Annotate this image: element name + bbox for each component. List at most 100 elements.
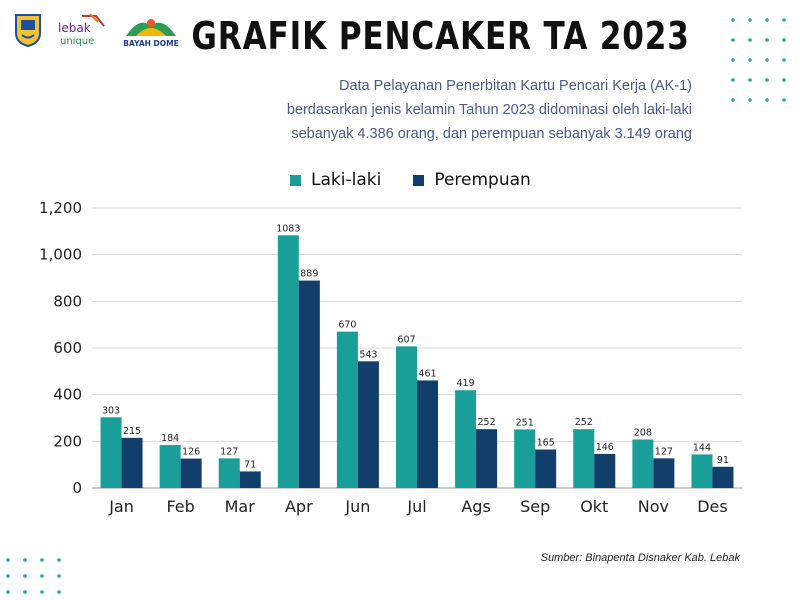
- decorative-dot: [57, 574, 61, 578]
- logo-bayah-text: BAYAH DOME: [123, 39, 178, 48]
- bar-value-label: 146: [596, 442, 614, 453]
- bar-laki-laki-apr: [277, 235, 299, 488]
- decorative-dot: [731, 38, 735, 42]
- bar-laki-laki-nov: [632, 439, 654, 488]
- x-category-label: Jun: [344, 497, 370, 516]
- bar-value-label: 461: [418, 368, 436, 379]
- bar-value-label: 91: [717, 455, 729, 466]
- legend-swatch-laki-laki: [290, 174, 301, 186]
- logo-unique-text: unique: [60, 36, 94, 47]
- decorative-dot: [40, 574, 44, 578]
- bar-laki-laki-feb: [159, 445, 181, 488]
- decorative-dot: [23, 558, 27, 562]
- bar-perempuan-des: [712, 466, 734, 488]
- legend-swatch-perempuan: [413, 174, 425, 186]
- source-note: Sumber: Binapenta Disnaker Kab. Lebak: [540, 552, 740, 564]
- bar-value-label: 419: [457, 378, 475, 389]
- decorative-dot: [782, 78, 786, 82]
- decorative-dot: [765, 58, 769, 62]
- x-category-label: Des: [697, 497, 728, 516]
- y-tick-label: 1,000: [39, 246, 82, 264]
- decorative-dot: [23, 590, 27, 594]
- bar-value-label: 252: [478, 417, 496, 428]
- chart-legend: Laki-laki Perempuan: [290, 170, 531, 190]
- bar-perempuan-mar: [239, 471, 261, 488]
- decorative-dot: [765, 78, 769, 82]
- decorative-dot: [731, 18, 735, 22]
- legend-label-perempuan: Perempuan: [434, 170, 531, 190]
- decorative-dot: [6, 558, 10, 562]
- decorative-dot: [57, 558, 61, 562]
- decorative-dot: [748, 18, 752, 22]
- bar-perempuan-ags: [476, 429, 498, 488]
- bar-perempuan-jun: [357, 361, 379, 488]
- decorative-dot: [40, 590, 44, 594]
- bar-laki-laki-jun: [336, 331, 358, 488]
- bar-laki-laki-okt: [573, 429, 595, 488]
- bar-laki-laki-des: [691, 454, 713, 488]
- decorative-dot-grid-top-right: [731, 18, 786, 102]
- bar-value-label: 252: [575, 417, 593, 428]
- y-tick-label: 1,200: [39, 199, 82, 217]
- bar-value-label: 71: [244, 459, 256, 470]
- decorative-dot: [782, 18, 786, 22]
- decorative-dot-grid-bottom-left: [6, 558, 61, 594]
- decorative-dot: [57, 590, 61, 594]
- logo-lebak-text: lebak: [58, 21, 91, 35]
- bar-laki-laki-mar: [218, 458, 240, 488]
- x-category-label: Ags: [461, 497, 490, 516]
- bar-value-label: 184: [161, 433, 179, 444]
- decorative-dot: [6, 574, 10, 578]
- x-category-label: Mar: [225, 497, 256, 516]
- subtitle-line-2: berdasarkan jenis kelamin Tahun 2023 did…: [286, 102, 692, 118]
- legend-label-laki-laki: Laki-laki: [311, 170, 382, 190]
- bar-perempuan-jan: [121, 437, 143, 488]
- bar-value-label: 215: [123, 426, 141, 437]
- bar-value-label: 208: [634, 427, 652, 438]
- decorative-dot: [731, 98, 735, 102]
- subtitle-line-1: Data Pelayanan Penerbitan Kartu Pencari …: [338, 78, 692, 94]
- decorative-dot: [23, 574, 27, 578]
- x-category-label: Jan: [108, 497, 134, 516]
- bar-perempuan-okt: [594, 453, 616, 488]
- decorative-dot: [765, 18, 769, 22]
- bar-value-label: 303: [102, 405, 120, 416]
- decorative-dot: [782, 58, 786, 62]
- decorative-dot: [6, 590, 10, 594]
- x-category-label: Okt: [580, 497, 608, 516]
- bar-perempuan-jul: [417, 380, 438, 488]
- y-tick-label: 200: [53, 432, 82, 450]
- bar-perempuan-sep: [535, 449, 557, 488]
- bar-perempuan-feb: [180, 458, 202, 488]
- y-tick-label: 800: [53, 292, 82, 310]
- bar-value-label: 127: [655, 446, 673, 457]
- decorative-dot: [782, 38, 786, 42]
- x-category-label: Sep: [520, 497, 550, 516]
- decorative-dot: [748, 98, 752, 102]
- bar-value-label: 126: [182, 447, 200, 458]
- decorative-dot: [748, 58, 752, 62]
- bar-laki-laki-jul: [396, 346, 417, 488]
- decorative-dot: [731, 58, 735, 62]
- legend-item-perempuan: Perempuan: [413, 170, 531, 190]
- decorative-dot: [748, 78, 752, 82]
- bar-value-label: 165: [537, 438, 555, 449]
- lebak-regency-seal-logo: [15, 14, 41, 47]
- y-tick-label: 600: [53, 339, 82, 357]
- bar-laki-laki-sep: [514, 429, 536, 488]
- decorative-dot: [765, 98, 769, 102]
- bar-perempuan-apr: [298, 280, 320, 488]
- x-category-label: Jul: [406, 497, 426, 516]
- decorative-dot: [731, 78, 735, 82]
- lebak-unique-logo: lebak unique: [58, 13, 105, 47]
- bar-value-label: 251: [516, 417, 534, 428]
- bar-laki-laki-jan: [100, 417, 122, 488]
- decorative-dot: [765, 38, 769, 42]
- page-title: GRAFIK PENCAKER TA 2023: [191, 14, 690, 58]
- legend-item-laki-laki: Laki-laki: [290, 170, 381, 190]
- x-category-label: Apr: [285, 497, 313, 516]
- bar-value-label: 144: [693, 442, 711, 453]
- bayah-dome-logo: BAYAH DOME: [123, 19, 179, 48]
- bar-value-label: 543: [359, 349, 377, 360]
